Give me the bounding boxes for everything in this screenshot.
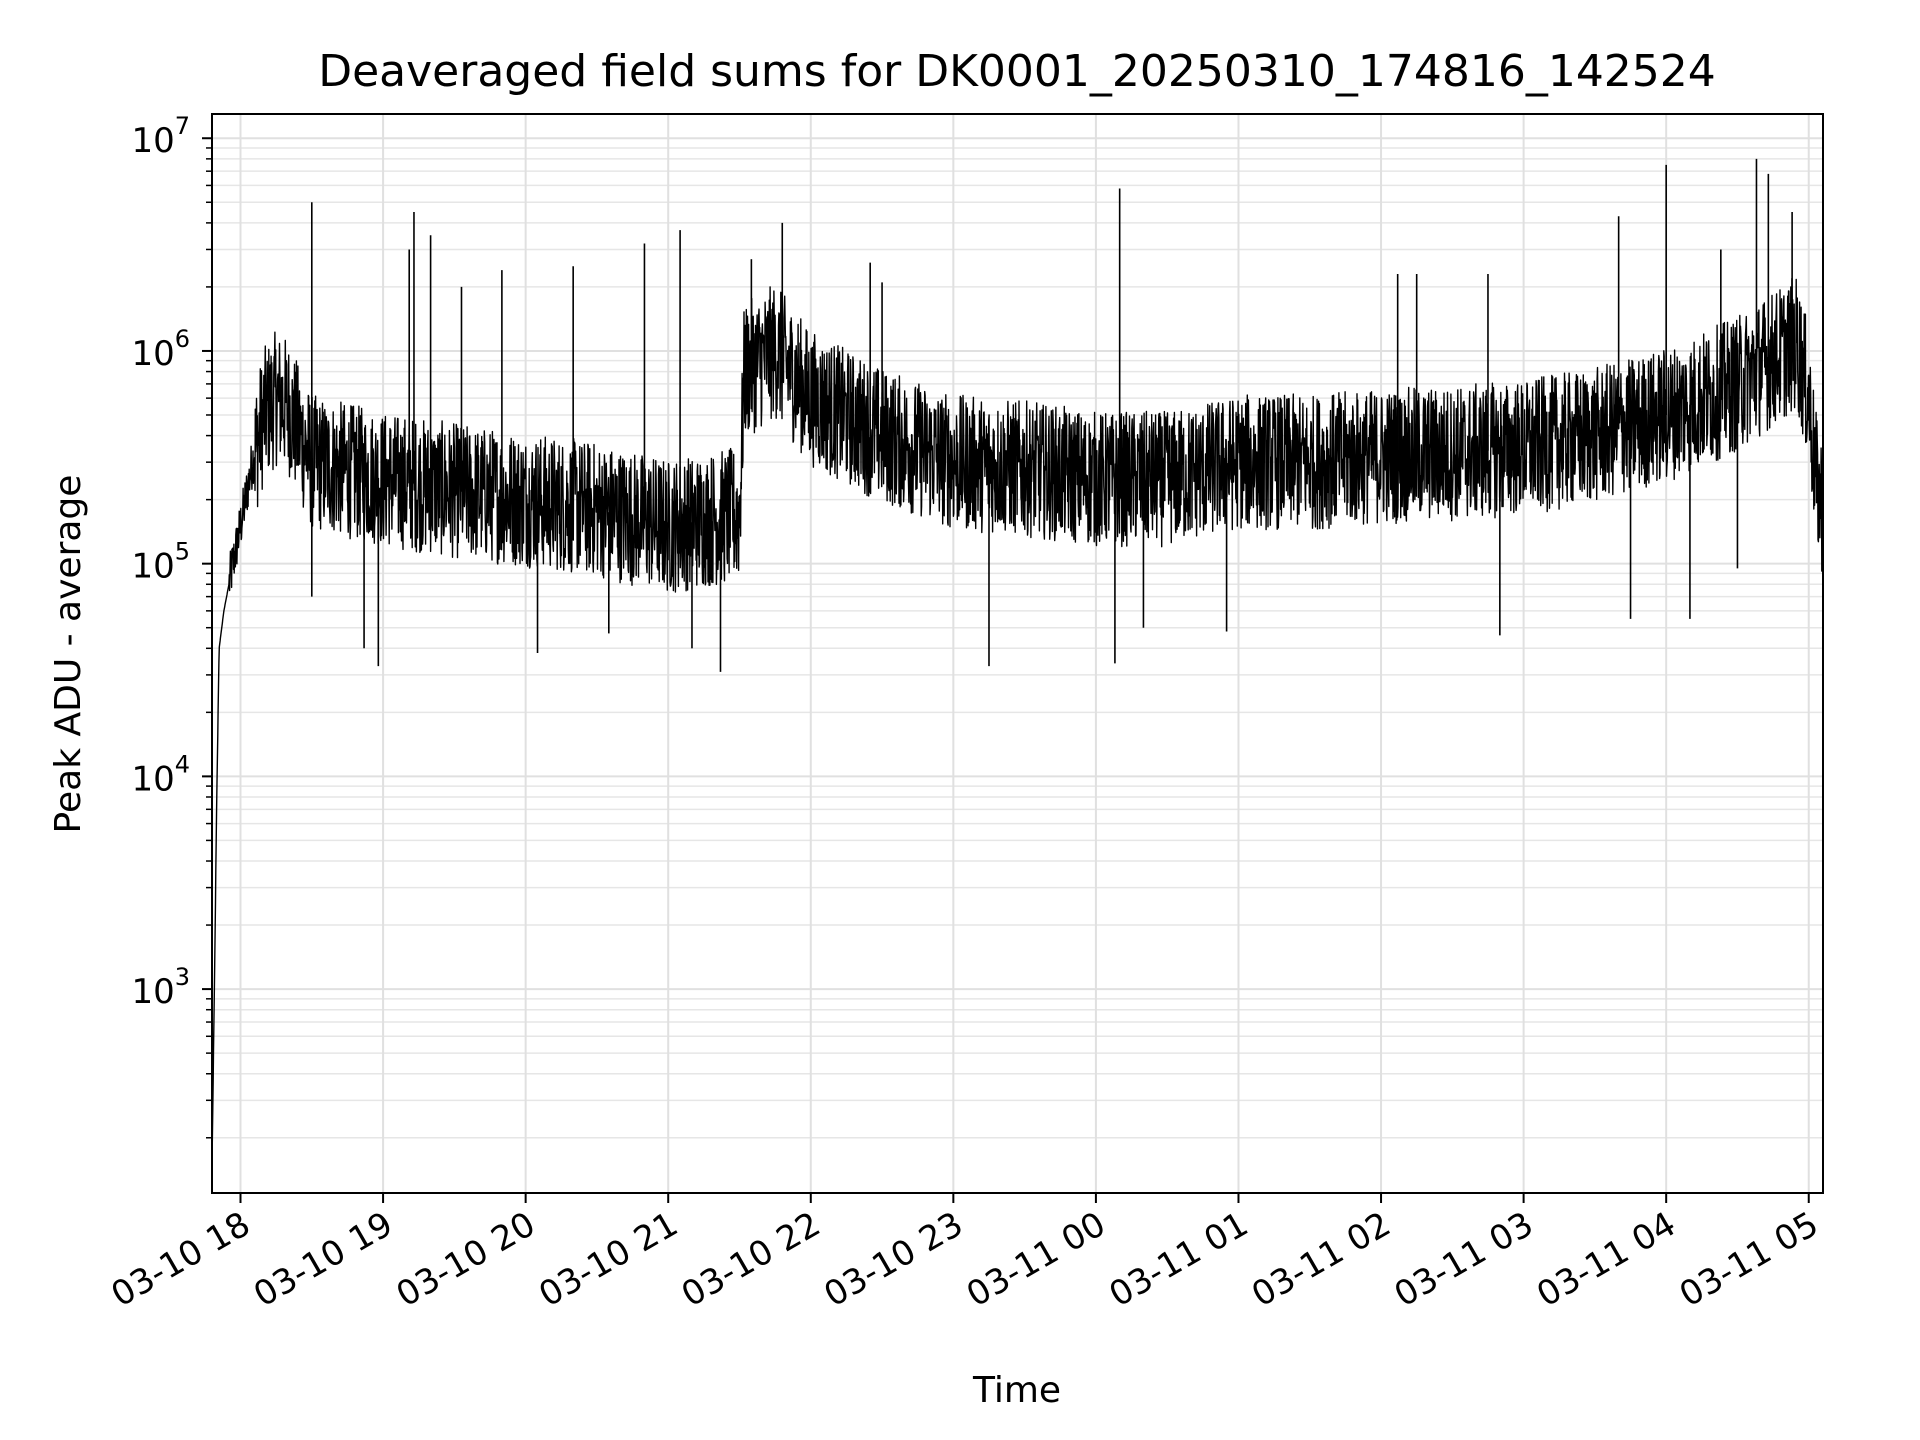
y-tick-label: 106	[131, 325, 190, 374]
y-tick-base: 10	[131, 759, 174, 799]
series-layer	[211, 158, 1824, 1165]
x-tick-label: 03-10 20	[390, 1204, 542, 1315]
x-tick-label: 03-11 00	[960, 1204, 1112, 1315]
y-tick-exponent: 6	[175, 325, 190, 353]
y-tick-base: 10	[131, 121, 174, 161]
x-tick-label: 03-11 02	[1245, 1204, 1397, 1315]
y-tick-base: 10	[131, 334, 174, 374]
y-tick-label: 103	[131, 963, 190, 1012]
y-tick-base: 10	[131, 547, 174, 587]
y-tick-exponent: 7	[175, 112, 190, 140]
y-tick-base: 10	[131, 972, 174, 1012]
x-tick-label: 03-10 23	[817, 1204, 969, 1315]
x-axis-label: Time	[972, 1370, 1061, 1411]
grid	[212, 114, 1823, 1193]
x-tick-label: 03-10 22	[675, 1204, 827, 1315]
x-tick-label: 03-10 18	[105, 1204, 257, 1315]
x-tick-label: 03-11 05	[1673, 1204, 1825, 1315]
y-axis-label: Peak ADU - average	[48, 475, 89, 834]
y-tick-exponent: 4	[175, 750, 190, 778]
x-tick-label: 03-10 21	[532, 1204, 684, 1315]
y-tick-label: 105	[131, 538, 190, 587]
chart-title: Deaveraged field sums for DK0001_2025031…	[318, 46, 1716, 97]
plot-frame	[211, 113, 1824, 1194]
x-tick-label: 03-11 01	[1103, 1204, 1255, 1315]
y-tick-label: 104	[131, 750, 190, 799]
x-tick-label: 03-10 19	[247, 1204, 399, 1315]
x-tick-label: 03-11 03	[1388, 1204, 1540, 1315]
y-tick-exponent: 5	[175, 538, 190, 566]
y-tick-label: 107	[131, 112, 190, 161]
x-tick-label: 03-11 04	[1530, 1204, 1682, 1315]
series-line	[211, 277, 1824, 1165]
y-tick-exponent: 3	[175, 963, 190, 991]
